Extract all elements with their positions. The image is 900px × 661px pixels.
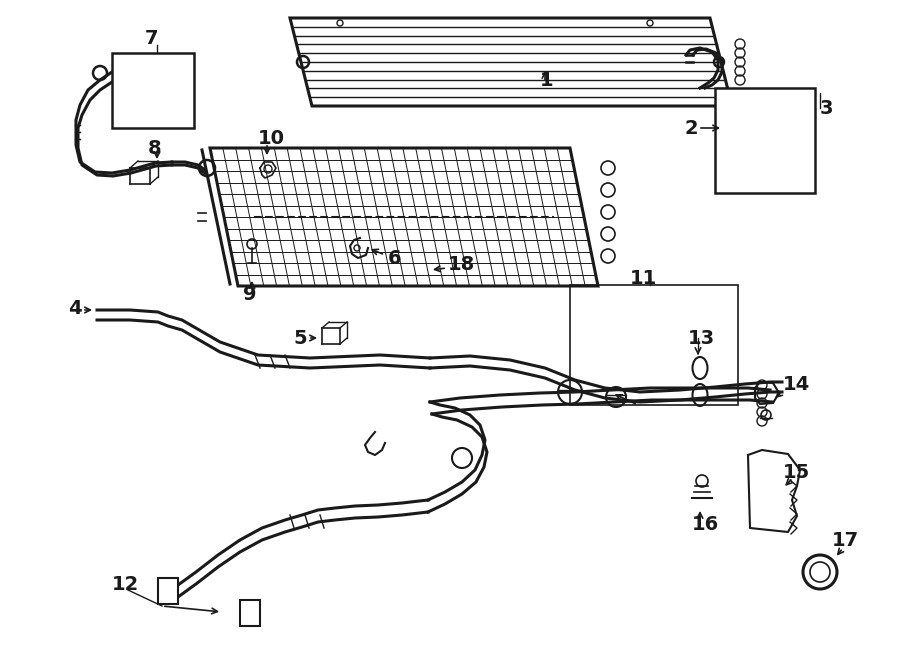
Bar bbox=[715, 88, 815, 193]
Text: 10: 10 bbox=[258, 128, 285, 147]
Text: 1: 1 bbox=[540, 71, 554, 89]
Bar bbox=[240, 600, 260, 626]
Text: 5: 5 bbox=[293, 329, 307, 348]
Text: 12: 12 bbox=[112, 576, 140, 594]
Text: 13: 13 bbox=[688, 329, 716, 348]
Bar bbox=[158, 578, 178, 604]
Polygon shape bbox=[210, 148, 598, 286]
Bar bbox=[112, 53, 194, 128]
Text: 11: 11 bbox=[630, 268, 657, 288]
Text: 7: 7 bbox=[145, 28, 158, 48]
Text: 14: 14 bbox=[783, 375, 810, 395]
Text: 18: 18 bbox=[448, 256, 475, 274]
Text: 9: 9 bbox=[243, 286, 256, 305]
Text: 16: 16 bbox=[692, 516, 719, 535]
Text: 8: 8 bbox=[148, 139, 162, 157]
Bar bbox=[570, 285, 738, 405]
Text: 15: 15 bbox=[783, 463, 810, 481]
Text: 3: 3 bbox=[820, 98, 833, 118]
Text: 2: 2 bbox=[684, 118, 698, 137]
Text: 4: 4 bbox=[68, 299, 82, 317]
Text: 6: 6 bbox=[388, 249, 401, 268]
Text: 17: 17 bbox=[832, 531, 860, 549]
